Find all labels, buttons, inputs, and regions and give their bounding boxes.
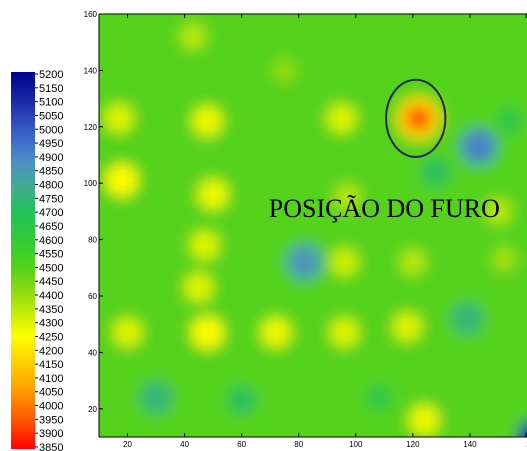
colorbar-tick-label: 4950 <box>39 138 63 150</box>
y-tick-label: 160 <box>84 10 98 19</box>
heatmap-cell <box>191 316 224 349</box>
heatmap-cell <box>192 105 223 137</box>
heatmap-cell <box>330 248 359 277</box>
y-tick-label: 100 <box>84 179 98 188</box>
y-axis: 20 40 60 80 100 120 140 160 <box>84 10 103 437</box>
colorbar-tick-label: 4500 <box>39 262 63 274</box>
colorbar-tick-label: 3900 <box>39 428 63 440</box>
heatmap-cell <box>334 184 361 211</box>
colorbar-tick-label: 4100 <box>39 373 63 385</box>
heatmap-cell <box>365 384 392 411</box>
heatmap-cell <box>260 317 292 348</box>
colorbar-gradient <box>11 72 35 449</box>
heatmap-cell <box>409 109 428 128</box>
heatmap-cell <box>392 312 422 342</box>
y-tick-label: 120 <box>84 123 98 132</box>
hole-highlight-circle <box>385 78 447 158</box>
colorbar-tick-label: 3950 <box>39 414 63 426</box>
heatmap-cell <box>517 421 527 437</box>
heatmap-cell <box>139 381 173 414</box>
heatmap-cell <box>197 179 229 210</box>
heatmap-cell <box>189 230 220 260</box>
colorbar-tick-label: 4400 <box>39 290 63 302</box>
heatmap-cell <box>450 302 484 335</box>
colorbar-tick-label: 5100 <box>39 97 63 109</box>
heatmap-cell <box>492 247 517 272</box>
colorbar-tick-label: 4550 <box>39 249 63 261</box>
colorbar-tick-label: 5200 <box>39 69 63 81</box>
y-tick-label: 40 <box>88 348 97 357</box>
y-tick-label: 80 <box>88 236 97 245</box>
heatmap-cell <box>180 23 207 50</box>
colorbar-tick-label: 4200 <box>39 345 63 357</box>
colorbar-tick-label: 4800 <box>39 180 63 192</box>
x-tick-label: 100 <box>349 440 363 449</box>
colorbar-tick-label: 4700 <box>39 207 63 219</box>
heatmap-cell <box>105 164 139 197</box>
heatmap-cell <box>104 103 134 134</box>
x-tick-label: 20 <box>123 440 132 449</box>
colorbar-tick-label: 4050 <box>39 387 63 399</box>
colorbar-tick-label: 4250 <box>39 331 63 343</box>
colorbar-tick-label: 4750 <box>39 193 63 205</box>
hole-position-label: POSIÇÃO DO FURO <box>269 194 500 223</box>
heatmap-cell <box>112 317 143 348</box>
colorbar-tick-label: 5050 <box>39 110 63 122</box>
heatmap-cell <box>329 317 360 348</box>
heatmap-cell <box>408 404 440 436</box>
colorbar-tick-label: 4350 <box>39 304 63 316</box>
colorbar-tick-label: 4450 <box>39 276 63 288</box>
x-tick-label: 60 <box>237 440 246 449</box>
colorbar-tick-label: 4850 <box>39 166 63 178</box>
colorbar-tick-label: 5000 <box>39 124 63 136</box>
heatmap-cell <box>326 103 357 134</box>
colorbar-tick-label: 4900 <box>39 152 63 164</box>
x-tick-label: 120 <box>406 440 420 449</box>
y-tick-label: 20 <box>88 405 97 414</box>
heatmap-field <box>99 14 527 437</box>
heatmap-cell <box>496 108 523 135</box>
colorbar-tick-label: 5150 <box>39 83 63 95</box>
x-tick-label: 140 <box>463 440 477 449</box>
x-tick-label: 40 <box>180 440 189 449</box>
colorbar-tick-label: 4300 <box>39 318 63 330</box>
colorbar-tick-label: 4650 <box>39 221 63 233</box>
heatmap-cell <box>399 249 426 276</box>
colorbar-tick-label: 3850 <box>39 442 63 451</box>
heatmap-cell <box>273 59 296 82</box>
heatmap-cell <box>286 244 323 281</box>
heatmap-cell <box>485 198 512 225</box>
heatmap-cell <box>421 157 451 187</box>
colorbar-tick-label: 4150 <box>39 359 63 371</box>
heatmap-cell <box>460 128 497 165</box>
x-tick-label: 80 <box>294 440 303 449</box>
y-tick-label: 60 <box>88 292 97 301</box>
colorbar-tick-label: 4600 <box>39 235 63 247</box>
y-tick-label: 140 <box>84 66 98 75</box>
colorbar-tick-label: 4000 <box>39 401 63 413</box>
annotations: POSIÇÃO DO FURO <box>269 78 500 223</box>
heatmap-base <box>99 14 527 437</box>
heatmap-cell <box>184 272 214 303</box>
heatmap-cell <box>227 385 257 416</box>
